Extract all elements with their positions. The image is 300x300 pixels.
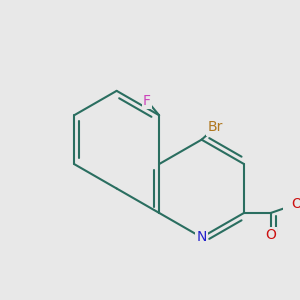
Text: Br: Br xyxy=(208,121,223,134)
Text: N: N xyxy=(196,230,207,244)
Text: O: O xyxy=(291,197,300,211)
Text: O: O xyxy=(266,228,276,242)
Text: F: F xyxy=(143,94,151,108)
